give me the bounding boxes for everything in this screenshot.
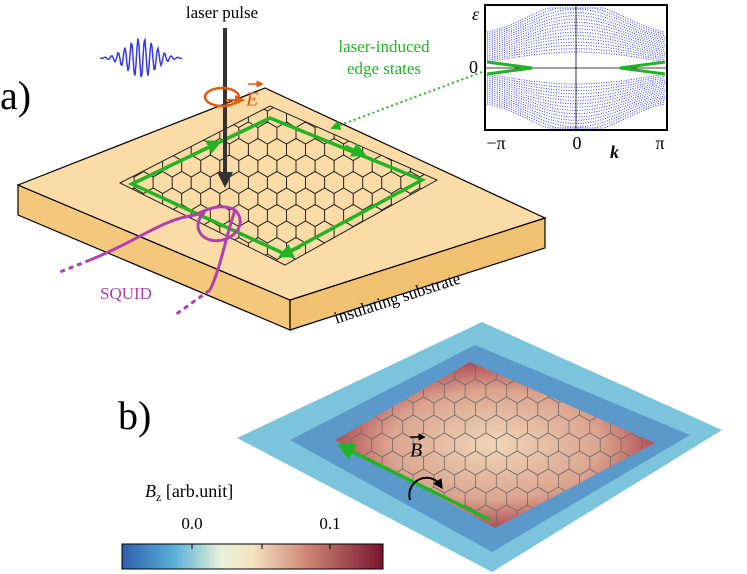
squid-lead — [208, 209, 237, 291]
shape — [486, 8, 666, 37]
squid-loop — [89, 205, 242, 262]
edge-arrow — [199, 140, 222, 154]
squid-lead — [174, 288, 211, 317]
shape — [486, 85, 666, 105]
edge-band — [619, 60, 666, 76]
shape — [486, 51, 666, 63]
shape — [486, 48, 666, 61]
inset-x-tick: 0 — [573, 133, 582, 153]
inset-y-tick: 0 — [469, 57, 478, 77]
edge-state — [337, 444, 491, 522]
slab-top — [16, 87, 547, 301]
colorbar-tick: 0.0 — [181, 514, 202, 533]
b-field-label: B — [410, 440, 422, 462]
shape — [486, 75, 666, 88]
shape — [486, 25, 666, 47]
shape — [486, 91, 666, 115]
field-label: E — [245, 89, 258, 111]
pointer — [330, 71, 483, 130]
shape — [486, 18, 666, 43]
colorbar-ticks — [191, 544, 331, 549]
laser-label: laser pulse — [186, 3, 258, 22]
polarization — [203, 86, 241, 108]
shape — [486, 28, 666, 49]
pulse — [99, 37, 183, 78]
squid-label: SQUID — [100, 284, 152, 303]
symbol: B — [145, 481, 156, 501]
shape — [486, 87, 666, 108]
squid-lead — [59, 258, 91, 274]
colorbar-label: Bz [arb.unit] — [145, 481, 233, 504]
shape — [486, 93, 666, 118]
colorbar — [121, 543, 384, 570]
shape — [486, 21, 666, 45]
shape — [486, 73, 666, 85]
colorbar-tick: 0.1 — [319, 514, 340, 533]
shape — [486, 99, 666, 128]
panel-label: a) — [0, 73, 31, 118]
edge-band — [486, 60, 533, 76]
edge-arrow — [344, 143, 367, 157]
subscript: z — [156, 490, 161, 504]
field-map-core — [335, 362, 655, 528]
shape — [486, 31, 666, 51]
edge-states-label: laser-induced — [338, 37, 430, 56]
shape — [486, 89, 666, 111]
panel-label: b) — [118, 393, 151, 438]
inset-x-label: k — [610, 142, 619, 162]
edge-arrow — [278, 244, 301, 258]
edge-states-label: edge states — [347, 59, 421, 78]
inset-x-tick: −π — [486, 133, 505, 153]
unit: [arb.unit] — [161, 481, 233, 501]
field-curl — [408, 476, 443, 501]
inset-x-tick: π — [655, 133, 664, 153]
inset-y-label: ε — [472, 4, 480, 24]
